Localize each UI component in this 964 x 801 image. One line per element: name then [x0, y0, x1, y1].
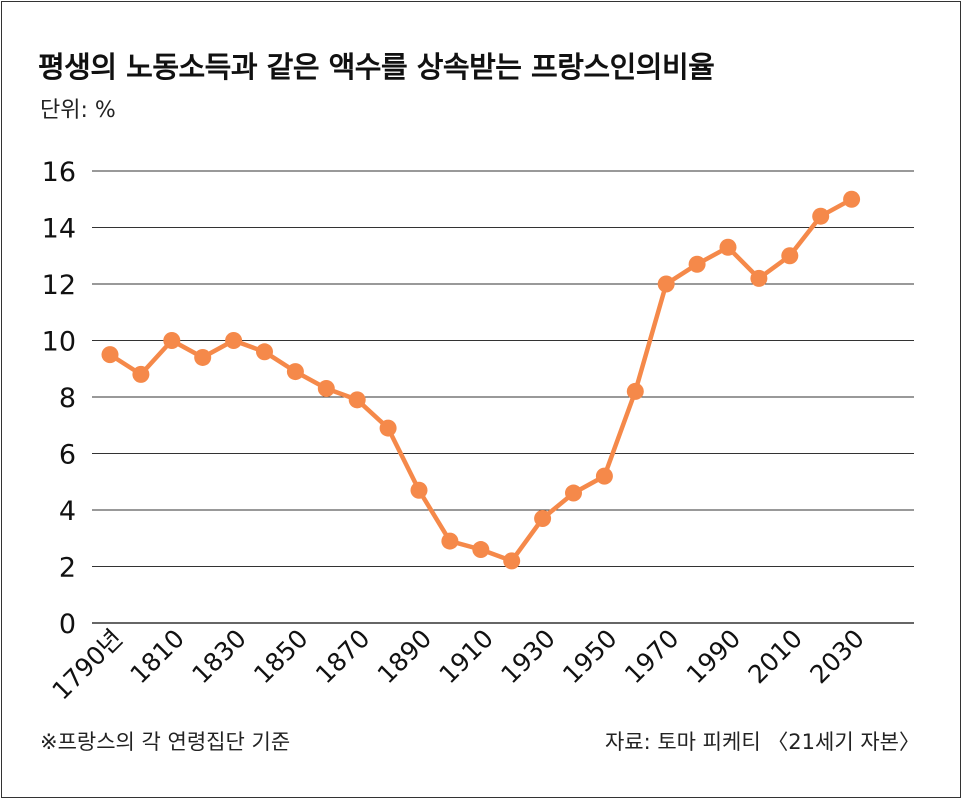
- data-point: [441, 532, 459, 550]
- x-tick-label: 1890: [372, 624, 437, 689]
- data-point: [565, 484, 582, 502]
- x-tick-label: 2030: [804, 624, 869, 689]
- data-point: [163, 332, 181, 349]
- x-tick-label: 1850: [248, 624, 313, 689]
- x-tick-label: 1830: [186, 624, 251, 689]
- data-point: [688, 255, 706, 273]
- y-tick-label: 6: [59, 440, 76, 471]
- data-point: [286, 363, 304, 381]
- y-tick-label: 0: [59, 609, 76, 640]
- y-tick-label: 14: [42, 214, 76, 245]
- footnote: ※프랑스의 각 연령집단 기준: [40, 730, 291, 754]
- data-point: [348, 391, 366, 409]
- x-tick-label: 1810: [125, 624, 190, 689]
- x-tick-label: 1870: [310, 624, 375, 689]
- data-point: [132, 365, 150, 383]
- data-point: [317, 380, 335, 398]
- data-point: [225, 332, 243, 349]
- data-point: [812, 207, 830, 225]
- data-point: [256, 343, 273, 361]
- x-tick-label: 1970: [619, 624, 684, 689]
- data-point: [719, 238, 737, 256]
- data-point: [472, 541, 490, 559]
- data-point: [595, 467, 613, 485]
- data-point: [194, 348, 212, 366]
- x-tick-label: 2010: [743, 624, 808, 689]
- data-point: [534, 509, 552, 527]
- data-point: [379, 419, 397, 437]
- data-point: [503, 552, 521, 570]
- source-credit: 자료: 토마 피케티 〈21세기 자본〉: [604, 730, 920, 754]
- y-tick-label: 12: [42, 270, 76, 301]
- data-point: [657, 275, 675, 293]
- y-tick-label: 2: [59, 553, 76, 584]
- x-tick-label: 1910: [434, 624, 499, 689]
- series-line: [107, 197, 854, 564]
- data-point: [843, 190, 861, 208]
- data-point: [101, 346, 119, 364]
- chart-title: 평생의 노동소득과 같은 액수를 상속받는 프랑스인의비율: [38, 50, 715, 84]
- data-point: [626, 382, 644, 400]
- unit-label: 단위: %: [40, 98, 116, 123]
- data-point: [410, 481, 428, 499]
- x-tick-label: 1950: [557, 624, 622, 689]
- x-tick-label: 1930: [495, 624, 560, 689]
- y-tick-label: 8: [59, 383, 76, 414]
- data-point: [781, 247, 799, 265]
- data-point: [750, 269, 768, 287]
- y-tick-label: 10: [42, 327, 76, 358]
- y-tick-label: 4: [59, 496, 76, 527]
- y-tick-label: 16: [42, 157, 76, 188]
- x-tick-label: 1990: [681, 624, 746, 689]
